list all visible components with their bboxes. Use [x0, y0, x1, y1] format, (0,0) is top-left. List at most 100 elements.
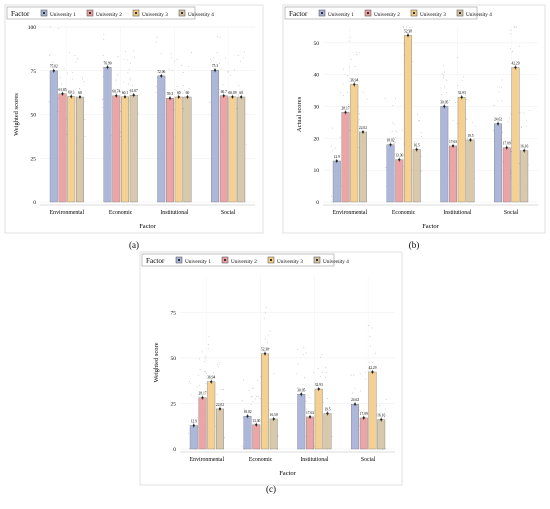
sample-point [181, 100, 183, 102]
sample-point [447, 181, 449, 183]
sample-point [332, 127, 333, 129]
sample-point [384, 98, 386, 100]
bar [228, 96, 237, 203]
sample-point [117, 56, 119, 58]
data-label: 42.29 [368, 366, 376, 370]
bar [75, 96, 84, 203]
mean-point [460, 96, 463, 99]
mean-point [317, 387, 320, 391]
bar [58, 93, 67, 203]
mean-point [415, 148, 418, 151]
mean-point [177, 95, 180, 99]
y-axis-label: Weighted score [153, 342, 160, 382]
sample-point [225, 57, 227, 59]
sample-point [461, 79, 463, 81]
sample-point [114, 92, 116, 94]
sample-point [466, 118, 468, 120]
sample-point [364, 416, 366, 418]
y-tick-label: 20 [314, 136, 320, 142]
data-label: 61.07 [130, 89, 138, 93]
sample-point [324, 376, 326, 378]
sample-point [212, 372, 214, 374]
sample-point [385, 448, 387, 450]
sample-point [325, 372, 327, 374]
sample-point [347, 103, 349, 105]
sample-point [368, 324, 370, 326]
sample-point [171, 69, 173, 71]
sample-point [359, 373, 361, 375]
mean-point [523, 149, 526, 152]
mean-point [52, 69, 55, 72]
bar [189, 425, 198, 450]
bar [502, 147, 511, 203]
sample-point [224, 436, 226, 438]
sample-point [405, 26, 407, 28]
sample-point [219, 362, 221, 364]
data-label: 36.94 [350, 78, 358, 82]
mean-point [255, 423, 258, 426]
sample-point [190, 52, 192, 54]
sample-point [395, 98, 397, 100]
sample-point [385, 399, 387, 400]
x-axis-label: Factor [139, 223, 156, 230]
x-tick-label: Social [361, 457, 376, 463]
sample-point [72, 78, 74, 80]
sample-point [501, 100, 503, 102]
mean-point [240, 95, 243, 99]
bar [67, 96, 76, 203]
sample-point [525, 125, 527, 127]
mean-point [443, 105, 446, 108]
data-label: 72.06 [157, 70, 165, 74]
legend-box [284, 6, 478, 20]
sample-point [327, 398, 328, 400]
sample-point [357, 78, 359, 80]
sample-point [216, 52, 218, 54]
sample-point [420, 155, 422, 157]
data-label: 19.5 [324, 407, 330, 411]
sample-point [178, 91, 180, 93]
sample-point [120, 131, 121, 133]
x-tick-label: Institutional [443, 210, 471, 216]
data-label: 60 [177, 91, 181, 95]
data-label: 16.16 [377, 414, 385, 418]
mean-point [213, 69, 217, 72]
sample-point [197, 375, 199, 377]
sample-point [253, 387, 255, 389]
sample-point [234, 69, 235, 71]
mean-point [123, 95, 127, 98]
bar [174, 96, 183, 203]
sample-point [457, 56, 459, 58]
sample-point [68, 52, 70, 54]
sample-point [133, 50, 135, 52]
sample-point [242, 57, 244, 59]
sample-point [444, 86, 446, 88]
sample-point [443, 74, 444, 76]
data-label: 59.3 [167, 92, 173, 96]
sample-point [127, 72, 129, 74]
sample-point [368, 362, 370, 363]
sample-point [511, 50, 513, 52]
data-label: 36.94 [207, 376, 215, 380]
sample-point [353, 374, 355, 376]
sample-point [264, 312, 266, 314]
sample-point [129, 92, 131, 93]
sample-point [320, 356, 322, 358]
legend-box [6, 6, 196, 20]
x-tick-label: Institutional [160, 210, 188, 216]
x-tick-label: Economic [392, 210, 416, 216]
sample-point [57, 98, 59, 99]
legend: Factor University 1 University 2 University… [284, 6, 492, 20]
sample-point [128, 83, 129, 85]
sample-point [204, 355, 206, 357]
sample-point [317, 368, 319, 370]
mean-point [132, 94, 135, 97]
data-label: 60.3 [68, 90, 74, 94]
data-label: 19.5 [467, 134, 473, 138]
bar [511, 67, 520, 203]
legend-entry: University 4 [323, 259, 349, 265]
legend-entry: University 2 [231, 259, 257, 265]
bar [103, 67, 112, 203]
data-label: 12.9 [334, 155, 340, 159]
sample-point [103, 33, 105, 35]
sample-point [332, 149, 334, 151]
